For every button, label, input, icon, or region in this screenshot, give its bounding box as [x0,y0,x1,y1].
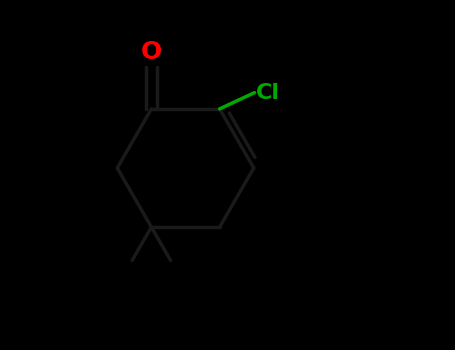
Text: O: O [141,40,162,64]
Text: Cl: Cl [256,83,280,103]
